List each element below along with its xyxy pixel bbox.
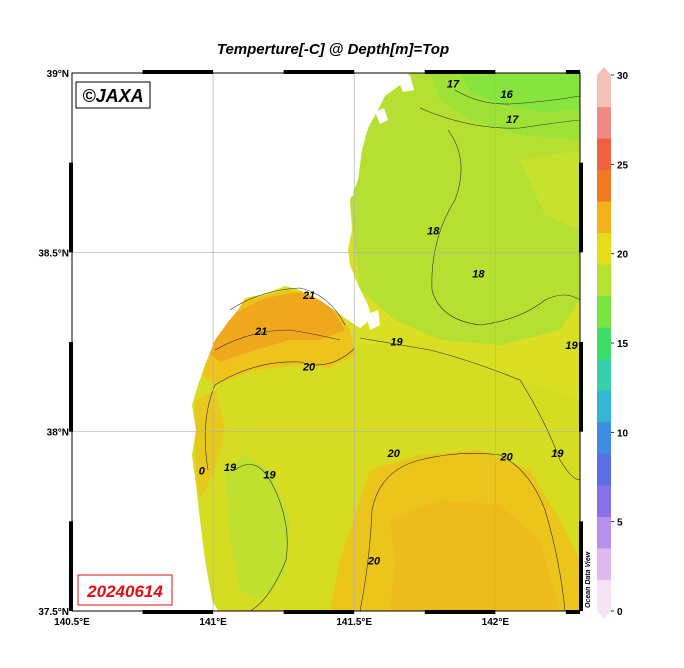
frame-bar-right <box>579 342 583 432</box>
colorbar-segment <box>597 547 611 580</box>
colorbar-segment <box>597 295 611 328</box>
island-4 <box>398 75 414 92</box>
contour-label: 0 <box>199 466 206 478</box>
contour-lines <box>204 89 580 611</box>
frame-ticks <box>69 70 583 614</box>
contour-labels: 17 16 17 18 18 21 21 19 19 20 20 20 19 0 19 19 20 <box>199 78 579 567</box>
contour-label: 19 <box>565 340 578 352</box>
colorbar-segment <box>597 201 611 234</box>
contour-label: 21 <box>254 326 267 338</box>
contour-label: 17 <box>506 114 519 126</box>
frame-bar-top <box>424 70 496 74</box>
contour-label: 19 <box>224 462 237 474</box>
frame-bar-top <box>283 70 355 74</box>
x-tick-label: 142°E <box>482 617 510 628</box>
cool-zone-north <box>340 73 580 345</box>
colorbar-tick-label: 30 <box>617 71 629 82</box>
colorbar-segment <box>597 421 611 454</box>
frame-bar-left <box>69 162 73 253</box>
contour-label: 19 <box>551 448 564 460</box>
contour-label: 18 <box>472 268 485 280</box>
coolest-patch <box>460 73 580 112</box>
odv-watermark: Ocean Data View <box>585 551 592 608</box>
x-tick-label: 141°E <box>199 617 227 628</box>
frame-bar-top <box>142 70 214 74</box>
x-tick-label: 141.5°E <box>336 617 372 628</box>
frame-bar-bottom <box>142 610 214 614</box>
frame-bar-bottom <box>565 610 580 614</box>
frame-bar-right <box>579 521 583 611</box>
island-3 <box>366 310 380 330</box>
colorbar-segment <box>597 358 611 391</box>
contour-label: 20 <box>499 451 513 463</box>
warm-coastal-strip <box>195 390 225 500</box>
colorbar-segment <box>597 264 611 297</box>
contour-label: 20 <box>302 362 316 374</box>
land-north <box>72 73 410 611</box>
y-tick-label: 39°N <box>47 69 69 80</box>
contour-label: 20 <box>387 448 401 460</box>
x-axis-ticks: 140.5°E 141°E 141.5°E 142°E <box>54 617 509 628</box>
y-axis-ticks: 39°N 38.5°N 38°N 37.5°N <box>38 69 69 618</box>
y-tick-label: 38°N <box>47 428 69 439</box>
frame-bar-left <box>69 521 73 611</box>
colorbar-segment <box>597 75 611 108</box>
colorbar-segment <box>597 579 611 612</box>
warmest-bay <box>205 292 345 362</box>
colorbar-segment <box>597 390 611 423</box>
island-2 <box>375 108 388 124</box>
colorbar: 0 5 10 15 20 25 30 <box>597 67 629 619</box>
warm-zone-south-inner <box>390 500 560 611</box>
y-tick-label: 38.5°N <box>38 248 69 259</box>
colorbar-segment <box>597 453 611 486</box>
island-1 <box>340 185 354 200</box>
date-stamp: 20240614 <box>86 582 163 601</box>
colorbar-bottom-arrow <box>597 611 611 619</box>
colorbar-segment <box>597 169 611 202</box>
colorbar-segment <box>597 138 611 171</box>
contour-label: 20 <box>367 555 381 567</box>
frame-bar-left <box>69 342 73 432</box>
contour-label: 16 <box>500 89 513 101</box>
colorbar-segment <box>597 106 611 139</box>
frame-bar-bottom <box>424 610 496 614</box>
contour-label: 18 <box>427 225 440 237</box>
colorbar-segment <box>597 327 611 360</box>
date-stamp-box <box>77 574 173 606</box>
frame-bar-bottom <box>283 610 355 614</box>
cool-wedge-south-coast <box>225 455 290 600</box>
contour-label: 17 <box>447 78 460 90</box>
colorbar-tick-label: 10 <box>617 428 629 439</box>
jaxa-logo-text: ©JAXA <box>82 86 143 106</box>
frame-bar-top <box>565 70 580 74</box>
contour-label: 19 <box>390 337 403 349</box>
colorbar-tick-label: 20 <box>617 250 629 261</box>
jaxa-logo-box <box>75 81 151 109</box>
y-tick-label: 37.5°N <box>38 607 69 618</box>
chart-title: Temperture[-C] @ Depth[m]=Top <box>217 41 449 58</box>
x-tick-label: 140.5°E <box>54 617 90 628</box>
colorbar-tick-label: 25 <box>617 160 629 171</box>
temperature-field <box>72 73 580 611</box>
slightly-warm-patch <box>520 150 580 230</box>
colorbar-tick-label: 0 <box>617 607 623 618</box>
frame-bar-right <box>579 162 583 253</box>
colorbar-tick-label: 5 <box>617 518 623 529</box>
colorbar-segment <box>597 484 611 517</box>
colorbar-tick-label: 15 <box>617 339 629 350</box>
contour-label: 19 <box>263 469 276 481</box>
colorbar-segment <box>597 516 611 549</box>
colorbar-segment <box>597 232 611 265</box>
colorbar-top-arrow <box>597 67 611 75</box>
contour-label: 21 <box>302 290 315 302</box>
